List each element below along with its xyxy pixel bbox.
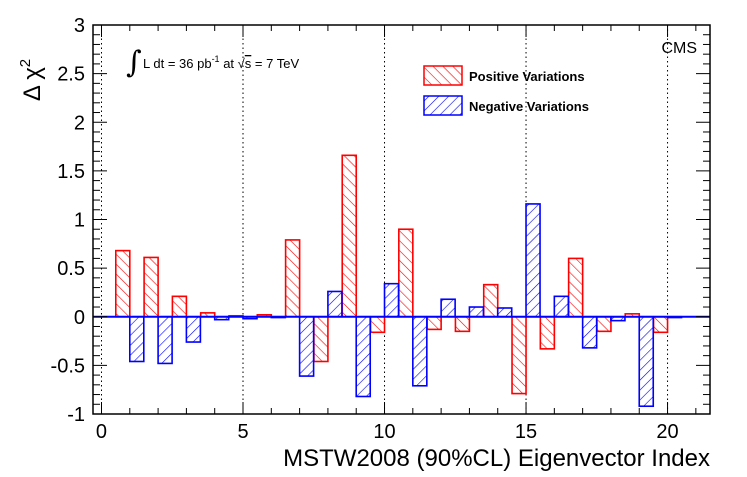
y-ticks: -1 -0.5 0 0.5 1 1.5 2 2.5 3 xyxy=(51,15,710,426)
positive-bar-16 xyxy=(539,315,556,350)
y-tick-label-2: 0 xyxy=(74,307,85,329)
legend-label-negative: Negative Variations xyxy=(469,99,589,114)
positive-bar-12 xyxy=(426,315,442,331)
positive-bar-11 xyxy=(398,228,414,318)
positive-bar-14 xyxy=(482,283,499,318)
positive-bar-2 xyxy=(143,256,159,318)
lumi-text: L dt = 36 pb xyxy=(143,56,212,71)
x-tick-label-15: 15 xyxy=(515,421,537,443)
positive-bar-10 xyxy=(369,315,386,334)
legend-label-positive: Positive Variations xyxy=(469,69,585,84)
negative-bar-11 xyxy=(412,315,428,387)
y-axis-title-text: Δ χ xyxy=(19,67,46,101)
legend-swatch-positive xyxy=(423,65,463,86)
positive-bar-15 xyxy=(511,315,527,395)
y-tick-label-6: 2 xyxy=(74,112,85,134)
positive-bar-20 xyxy=(652,315,669,334)
y-tick-label-3: 0.5 xyxy=(57,258,85,280)
integral-symbol: ∫ xyxy=(126,45,142,80)
y-tick-label-0: -1 xyxy=(67,404,85,426)
cms-label: CMS xyxy=(661,40,697,57)
energy-variable: s xyxy=(245,56,252,71)
negative-bar-19 xyxy=(638,315,655,408)
lumi-annotation: ∫ L dt = 36 pb-1 at √s = 7 TeV xyxy=(126,45,299,80)
y-tick-label-5: 1.5 xyxy=(57,161,85,183)
negative-bar-10 xyxy=(383,282,400,318)
negative-bar-13 xyxy=(468,306,485,318)
positive-bar-13 xyxy=(454,315,471,333)
bars xyxy=(114,154,683,408)
plot-frame xyxy=(92,24,711,415)
x-tick-label-20: 20 xyxy=(656,421,678,443)
positive-bar-7 xyxy=(284,239,301,318)
x-tick-label-0: 0 xyxy=(96,421,107,443)
negative-bar-7 xyxy=(298,315,315,377)
negative-bar-2 xyxy=(157,315,173,365)
lumi-at: at xyxy=(220,56,238,71)
negative-bar-17 xyxy=(581,315,598,349)
positive-bar-9 xyxy=(341,154,358,318)
sqrt-symbol: √ xyxy=(238,56,246,71)
legend: Positive Variations Negative Variations xyxy=(423,65,589,116)
lumi-label: L dt = 36 pb-1 at √s = 7 TeV xyxy=(143,54,299,71)
y-tick-label-4: 1 xyxy=(74,210,85,232)
legend-swatch-negative xyxy=(423,95,463,116)
negative-bar-3 xyxy=(185,315,202,343)
y-axis-title-exponent: 2 xyxy=(17,59,34,67)
lumi-exponent: -1 xyxy=(212,54,220,64)
x-axis-title: MSTW2008 (90%CL) Eigenvector Index xyxy=(283,445,710,472)
energy-text: = 7 TeV xyxy=(251,56,299,71)
negative-bar-16 xyxy=(553,295,570,318)
positive-bar-8 xyxy=(313,315,329,363)
positive-bar-18 xyxy=(596,315,612,333)
negative-bar-1 xyxy=(128,315,145,363)
negative-bar-15 xyxy=(525,203,541,318)
x-ticks: 0 5 10 15 20 xyxy=(96,25,697,443)
negative-bar-9 xyxy=(355,315,372,398)
x-tick-label-10: 10 xyxy=(373,421,395,443)
x-tick-label-5: 5 xyxy=(237,421,248,443)
negative-bar-12 xyxy=(440,298,456,318)
positive-bar-17 xyxy=(567,257,584,318)
positive-bar-3 xyxy=(171,295,188,318)
y-tick-label-1: -0.5 xyxy=(51,355,85,377)
negative-bar-8 xyxy=(327,290,343,318)
positive-bar-1 xyxy=(114,249,131,318)
y-tick-label-8: 3 xyxy=(74,15,85,37)
y-axis-title: Δ χ2 xyxy=(17,59,46,101)
negative-bar-14 xyxy=(496,307,513,318)
y-tick-label-7: 2.5 xyxy=(57,64,85,86)
